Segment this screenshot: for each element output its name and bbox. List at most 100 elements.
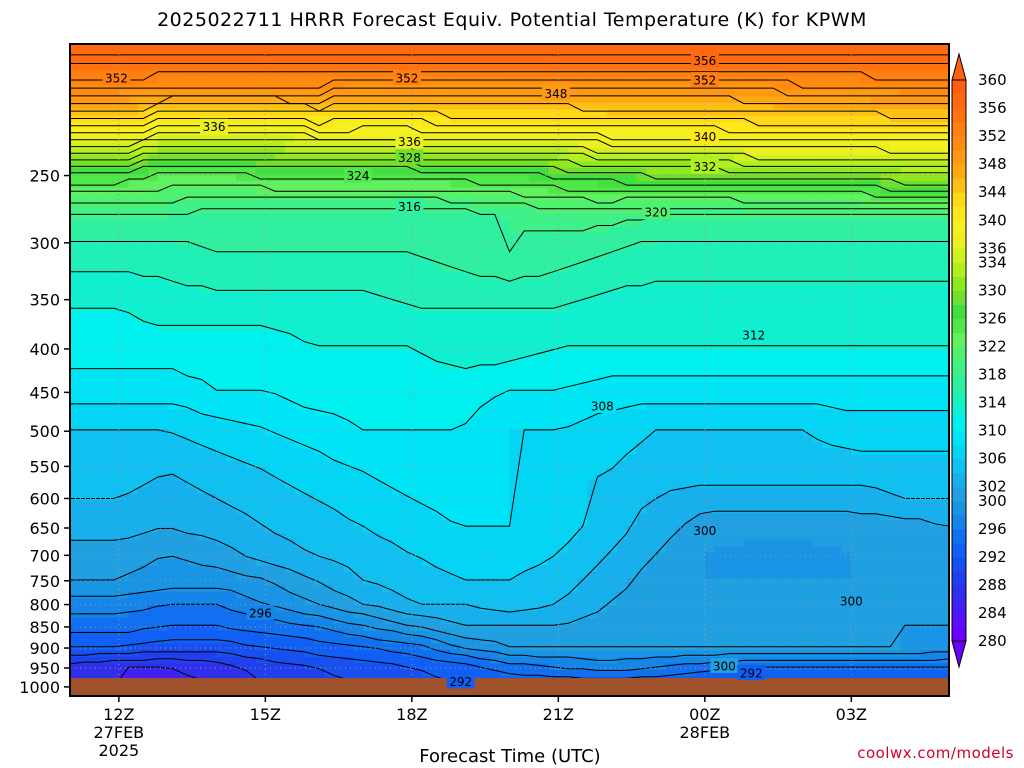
theta-e-cell bbox=[99, 663, 110, 671]
theta-e-cell bbox=[265, 598, 276, 606]
theta-e-cell bbox=[480, 376, 491, 384]
theta-e-cell bbox=[450, 480, 462, 488]
theta-e-cell bbox=[226, 246, 237, 254]
theta-e-cell bbox=[304, 624, 315, 632]
theta-e-cell bbox=[128, 83, 139, 91]
theta-e-cell bbox=[499, 585, 511, 593]
theta-e-cell bbox=[372, 506, 384, 515]
theta-e-cell bbox=[99, 370, 110, 378]
theta-e-cell bbox=[109, 604, 120, 612]
theta-e-cell bbox=[89, 285, 100, 293]
theta-e-cell bbox=[70, 533, 81, 541]
theta-e-cell bbox=[548, 291, 559, 299]
theta-e-cell bbox=[89, 637, 100, 645]
theta-e-cell bbox=[128, 180, 139, 189]
theta-e-cell bbox=[118, 428, 130, 436]
theta-e-cell bbox=[236, 161, 247, 169]
theta-e-cell bbox=[236, 539, 247, 547]
theta-e-cell bbox=[529, 57, 540, 65]
theta-e-cell bbox=[187, 174, 198, 182]
theta-e-cell bbox=[236, 298, 247, 306]
theta-e-cell bbox=[70, 585, 81, 593]
theta-e-cell bbox=[275, 454, 286, 462]
theta-e-cell bbox=[402, 311, 413, 319]
theta-e-cell bbox=[529, 148, 540, 156]
theta-e-cell bbox=[382, 259, 393, 267]
theta-e-cell bbox=[333, 356, 345, 365]
theta-e-cell bbox=[382, 552, 393, 560]
theta-e-cell bbox=[294, 500, 305, 508]
theta-e-cell bbox=[226, 656, 237, 664]
theta-e-cell bbox=[99, 598, 110, 606]
theta-e-cell bbox=[216, 83, 227, 91]
theta-e-cell bbox=[255, 89, 266, 97]
theta-e-cell bbox=[460, 259, 472, 267]
theta-e-cell bbox=[441, 265, 452, 273]
theta-e-cell bbox=[236, 663, 247, 671]
theta-e-cell bbox=[177, 467, 188, 475]
theta-e-cell bbox=[128, 643, 139, 651]
theta-e-cell bbox=[499, 356, 511, 365]
theta-e-cell bbox=[402, 239, 413, 247]
theta-e-cell bbox=[148, 213, 159, 221]
theta-e-cell bbox=[480, 298, 491, 306]
theta-e-cell bbox=[89, 572, 100, 580]
theta-e-cell bbox=[177, 337, 188, 345]
theta-e-cell bbox=[372, 428, 384, 436]
theta-e-cell bbox=[333, 526, 345, 534]
theta-e-cell bbox=[333, 343, 345, 352]
theta-e-cell bbox=[89, 278, 100, 286]
theta-e-cell bbox=[402, 220, 413, 228]
theta-e-cell bbox=[236, 363, 247, 371]
theta-e-cell bbox=[489, 663, 501, 671]
theta-e-cell bbox=[265, 389, 276, 397]
theta-e-cell bbox=[265, 487, 276, 495]
theta-e-cell bbox=[519, 350, 530, 358]
theta-e-cell bbox=[460, 252, 472, 260]
theta-e-cell bbox=[392, 533, 403, 541]
theta-e-cell bbox=[431, 454, 442, 462]
theta-e-cell bbox=[441, 278, 452, 286]
theta-e-cell bbox=[509, 207, 520, 215]
theta-e-cell bbox=[99, 285, 110, 293]
theta-e-cell bbox=[441, 200, 452, 208]
theta-e-cell bbox=[519, 285, 530, 293]
theta-e-cell bbox=[275, 233, 286, 241]
theta-e-cell bbox=[206, 252, 218, 260]
theta-e-cell bbox=[79, 291, 91, 299]
theta-e-cell bbox=[157, 174, 169, 182]
theta-e-cell bbox=[109, 265, 120, 273]
theta-e-cell bbox=[441, 383, 452, 391]
theta-e-cell bbox=[431, 461, 442, 469]
theta-e-cell bbox=[509, 200, 520, 208]
theta-e-cell bbox=[157, 148, 169, 156]
theta-e-cell bbox=[128, 259, 139, 267]
theta-e-cell bbox=[79, 298, 91, 306]
theta-e-cell bbox=[109, 363, 120, 371]
theta-e-cell bbox=[89, 630, 100, 638]
theta-e-cell bbox=[509, 480, 520, 488]
theta-e-cell bbox=[177, 220, 188, 228]
theta-e-cell bbox=[431, 291, 442, 299]
theta-e-cell bbox=[265, 265, 276, 273]
theta-e-cell bbox=[421, 448, 432, 456]
theta-e-cell bbox=[226, 448, 237, 456]
theta-e-cell bbox=[353, 70, 364, 78]
theta-e-cell bbox=[323, 565, 335, 573]
theta-e-cell bbox=[450, 291, 462, 299]
theta-e-cell bbox=[255, 304, 266, 312]
theta-e-cell bbox=[382, 415, 393, 423]
theta-e-cell bbox=[294, 246, 305, 254]
theta-e-cell bbox=[265, 174, 276, 182]
theta-e-cell bbox=[206, 167, 218, 175]
theta-e-cell bbox=[519, 83, 530, 91]
theta-e-cell bbox=[216, 246, 227, 254]
theta-e-cell bbox=[236, 630, 247, 638]
theta-e-cell bbox=[421, 96, 432, 104]
theta-e-cell bbox=[519, 598, 530, 606]
theta-e-cell bbox=[70, 324, 81, 332]
theta-e-cell bbox=[304, 350, 315, 358]
theta-e-cell bbox=[89, 317, 100, 325]
theta-e-cell bbox=[89, 428, 100, 436]
theta-e-cell bbox=[372, 363, 384, 371]
